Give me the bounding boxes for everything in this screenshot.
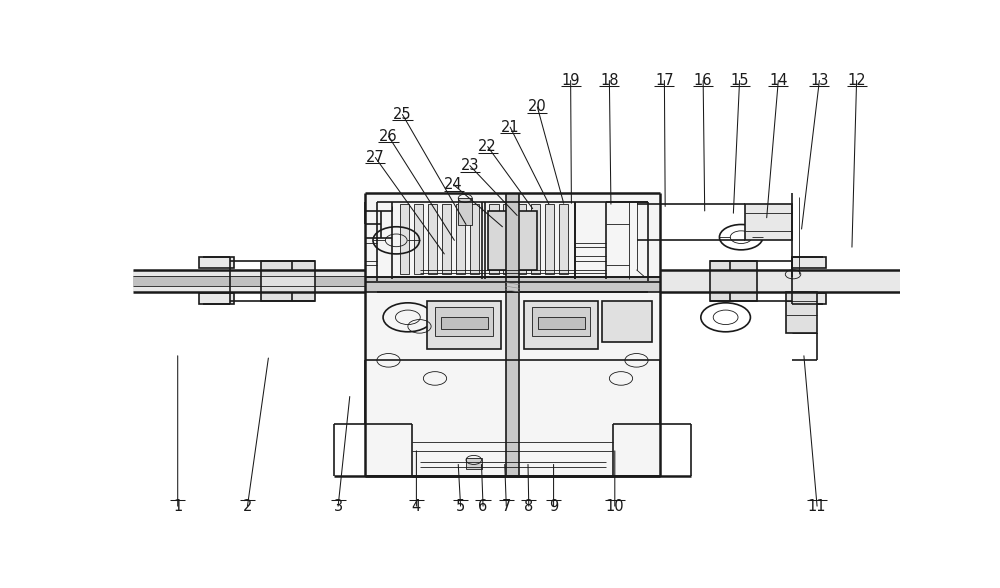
Text: 12: 12: [847, 73, 866, 88]
Text: 18: 18: [600, 73, 619, 88]
Bar: [545, 204, 554, 274]
Bar: [786, 292, 817, 333]
Text: 17: 17: [655, 73, 674, 88]
Text: 25: 25: [393, 107, 412, 122]
Bar: [710, 260, 757, 300]
Bar: [365, 276, 660, 292]
Bar: [517, 204, 526, 274]
Bar: [427, 302, 501, 349]
Bar: [466, 457, 482, 469]
Bar: [545, 204, 554, 274]
Bar: [199, 293, 234, 304]
Bar: [133, 276, 365, 286]
Text: 15: 15: [730, 73, 749, 88]
Bar: [442, 204, 451, 274]
Bar: [470, 204, 479, 274]
Bar: [435, 307, 493, 336]
Text: 14: 14: [769, 73, 788, 88]
Text: 23: 23: [461, 158, 479, 173]
Bar: [470, 204, 479, 274]
Bar: [365, 276, 660, 282]
Bar: [517, 204, 526, 274]
Bar: [792, 257, 826, 268]
Text: 24: 24: [444, 177, 463, 192]
Bar: [532, 307, 590, 336]
Bar: [792, 293, 826, 304]
Bar: [400, 204, 409, 274]
Bar: [428, 204, 437, 274]
Text: 21: 21: [501, 119, 519, 135]
Bar: [365, 193, 660, 476]
Bar: [489, 204, 499, 274]
Bar: [441, 318, 488, 329]
Bar: [538, 318, 585, 329]
Text: 13: 13: [810, 73, 829, 88]
Bar: [261, 260, 315, 300]
Bar: [531, 204, 540, 274]
Text: 6: 6: [478, 499, 488, 513]
Bar: [435, 307, 493, 336]
Bar: [456, 204, 465, 274]
Bar: [489, 204, 499, 274]
Bar: [503, 204, 512, 274]
Bar: [559, 204, 568, 274]
Text: 27: 27: [366, 150, 385, 165]
Bar: [199, 257, 234, 268]
Text: 8: 8: [524, 499, 533, 513]
Bar: [745, 204, 792, 240]
Bar: [786, 292, 817, 333]
Bar: [466, 457, 482, 469]
Bar: [503, 204, 512, 274]
Bar: [792, 257, 826, 268]
Text: 10: 10: [605, 499, 624, 513]
Text: 7: 7: [502, 499, 511, 513]
Bar: [261, 260, 315, 300]
Bar: [442, 204, 451, 274]
Bar: [532, 307, 590, 336]
Bar: [524, 302, 598, 349]
Bar: [531, 204, 540, 274]
Bar: [414, 204, 423, 274]
Bar: [458, 198, 472, 225]
Bar: [602, 302, 652, 342]
Text: 26: 26: [379, 129, 398, 143]
Bar: [133, 270, 365, 292]
Text: 2: 2: [243, 499, 252, 513]
Bar: [559, 204, 568, 274]
Bar: [745, 204, 792, 240]
Bar: [602, 302, 652, 342]
Bar: [441, 318, 488, 329]
Text: 20: 20: [528, 99, 547, 114]
Text: 11: 11: [808, 499, 826, 513]
Bar: [400, 204, 409, 274]
Bar: [414, 204, 423, 274]
Bar: [458, 198, 472, 225]
Bar: [488, 211, 537, 270]
Text: 19: 19: [561, 73, 580, 88]
Text: 22: 22: [478, 139, 497, 154]
Text: 3: 3: [334, 499, 343, 513]
Bar: [538, 318, 585, 329]
Text: 5: 5: [456, 499, 465, 513]
Bar: [710, 260, 757, 300]
Bar: [524, 302, 598, 349]
Bar: [428, 204, 437, 274]
Bar: [792, 293, 826, 304]
Text: 9: 9: [549, 499, 558, 513]
Bar: [427, 302, 501, 349]
Bar: [199, 293, 234, 304]
Text: 1: 1: [173, 499, 182, 513]
Bar: [456, 204, 465, 274]
Bar: [660, 270, 900, 292]
Bar: [488, 211, 537, 270]
Bar: [199, 257, 234, 268]
Bar: [506, 193, 519, 476]
Text: 16: 16: [694, 73, 712, 88]
Text: 4: 4: [412, 499, 421, 513]
